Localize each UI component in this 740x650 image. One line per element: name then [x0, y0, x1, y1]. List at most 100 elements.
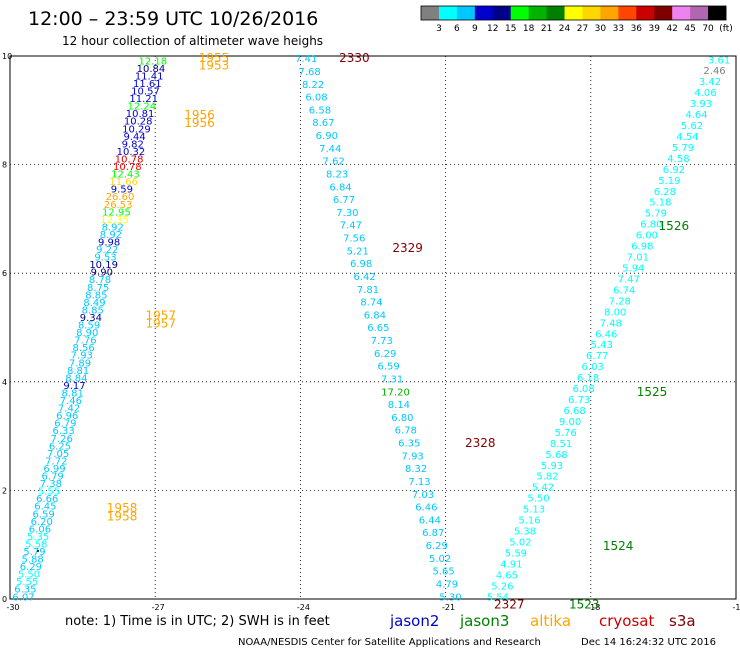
swh-value: 4.06 [694, 88, 716, 99]
swh-value: 12.24 [128, 102, 157, 113]
swh-value: 5.65 [432, 567, 454, 578]
swh-value: 8.92 [102, 222, 124, 233]
swh-value: 10.57 [131, 87, 160, 98]
color-scale-label: 39 [649, 24, 661, 34]
swh-value: 5.50 [527, 494, 549, 505]
color-swatch [456, 6, 476, 20]
color-swatch [690, 6, 709, 20]
swh-value: 6.84 [329, 182, 351, 193]
swh-value: 9.34 [80, 313, 102, 324]
swh-value: 5.55 [38, 487, 60, 498]
color-scale-label: 24 [559, 24, 571, 34]
time-label: 1956 [184, 108, 215, 122]
swh-value: 7.89 [69, 358, 91, 369]
color-swatch [546, 6, 565, 20]
swh-value: 9.98 [98, 238, 120, 249]
color-scale-label: 27 [577, 24, 588, 34]
swh-value: 11.21 [129, 94, 158, 105]
swh-value: 7.93 [71, 351, 93, 362]
swh-value: 9.17 [63, 381, 85, 392]
swh-value: 7.41 [295, 54, 317, 65]
swh-value: 9.53 [94, 253, 116, 264]
tracks: 6.076.355.555.506.295.885.795.585.356.06… [12, 54, 730, 603]
swh-value: 7.03 [412, 490, 434, 501]
swh-value: 5.93 [541, 461, 563, 472]
y-tick-label: 8 [2, 161, 7, 170]
swh-value: 7.68 [299, 67, 321, 78]
swh-value: 7.47 [340, 221, 362, 232]
swh-value: 7.26 [51, 434, 73, 445]
swh-value: 6.84 [364, 310, 386, 321]
swh-value: 6.46 [415, 503, 437, 514]
swh-value: 6.77 [333, 195, 355, 206]
swh-value: 8.75 [87, 283, 109, 294]
swh-value: 5.59 [505, 548, 527, 559]
time-label: 2329 [392, 241, 423, 255]
time-label: 1523 [569, 597, 600, 611]
x-tick-label: -27 [152, 603, 165, 612]
swh-value: 6.00 [636, 231, 658, 242]
swh-value: 5.02 [429, 554, 451, 565]
swh-value: 7.46 [60, 396, 82, 407]
swh-value: 6.66 [36, 494, 58, 505]
swh-value: 5.79 [645, 209, 667, 220]
swh-value: 11.61 [133, 79, 162, 90]
color-swatch [438, 6, 458, 20]
stray-dot [37, 550, 39, 552]
swh-value: 7.28 [609, 296, 631, 307]
color-swatch [654, 6, 673, 20]
color-swatch [528, 6, 547, 20]
swh-value: 4.79 [436, 579, 458, 590]
color-swatch [421, 6, 440, 20]
swh-value: 26.53 [104, 200, 133, 211]
swh-value: 6.06 [29, 524, 51, 535]
swh-value: 6.80 [640, 220, 662, 231]
swh-value: 7.76 [74, 336, 96, 347]
y-tick-label: 4 [2, 378, 7, 387]
swh-value: 3.42 [699, 77, 721, 88]
swh-value: 7.47 [618, 274, 640, 285]
swh-value: 5.68 [545, 450, 567, 461]
swh-value: 5.43 [591, 340, 613, 351]
plot-frame [9, 55, 737, 600]
swh-value: 8.85 [82, 305, 104, 316]
swh-value: 8.22 [302, 80, 324, 91]
swh-value: 6.80 [391, 413, 413, 424]
swh-value: 6.33 [52, 426, 74, 437]
swh-value: 8.49 [83, 298, 105, 309]
swh-value: 4.91 [500, 559, 522, 570]
swh-value: 4.54 [676, 132, 698, 143]
time-label: 1956 [184, 116, 215, 130]
swh-value: 6.90 [316, 131, 338, 142]
color-swatch [708, 6, 727, 20]
time-label: 1953 [199, 59, 230, 73]
swh-value: 7.31 [381, 374, 403, 385]
time-label: 2330 [339, 51, 370, 65]
y-tick-label: 6 [2, 269, 7, 278]
time-label: 1957 [146, 317, 177, 331]
swh-value: 7.44 [319, 144, 341, 155]
swh-value: 5.76 [554, 428, 576, 439]
swh-value: 5.18 [649, 198, 671, 209]
swh-value: 5.16 [518, 516, 540, 527]
swh-value: 5.26 [491, 581, 513, 592]
swh-value: 8.51 [550, 439, 572, 450]
swh-value: 8.14 [388, 400, 410, 411]
swh-value: 6.98 [631, 242, 653, 253]
color-swatch [492, 6, 512, 20]
swh-value: 8.56 [72, 343, 94, 354]
swh-value: 5.42 [532, 483, 554, 494]
swh-value: 7.01 [627, 253, 649, 264]
color-scale-legend: 3 6 9 12 15 18 21 24 27 30 33 36 39 42 45 70 (ft) [420, 5, 733, 34]
color-scale-unit: (ft) [719, 24, 733, 34]
color-scale-label: 30 [595, 24, 607, 34]
swh-value: 6.78 [395, 426, 417, 437]
swh-value: 5.50 [18, 570, 40, 581]
swh-value: 6.42 [353, 272, 375, 283]
color-swatch [618, 6, 637, 20]
swh-value: 3.93 [690, 99, 712, 110]
legend-entry: jason3 [459, 612, 509, 630]
swh-value: 8.32 [405, 464, 427, 475]
swh-value: 5.02 [509, 537, 531, 548]
swh-value: 26.60 [106, 192, 135, 203]
